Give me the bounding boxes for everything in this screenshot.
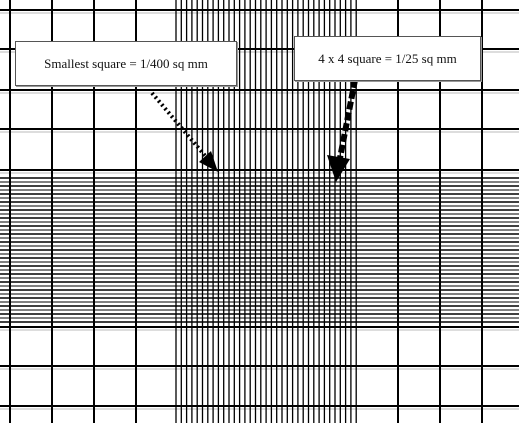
dashed-arrow-icon	[327, 79, 358, 182]
four-by-four-square-label: 4 x 4 square = 1/25 sq mm	[294, 36, 481, 81]
horizontal-grid-lines	[0, 9, 519, 410]
smallest-square-label: Smallest square = 1/400 sq mm	[15, 41, 237, 86]
dotted-arrow-icon	[150, 91, 218, 172]
